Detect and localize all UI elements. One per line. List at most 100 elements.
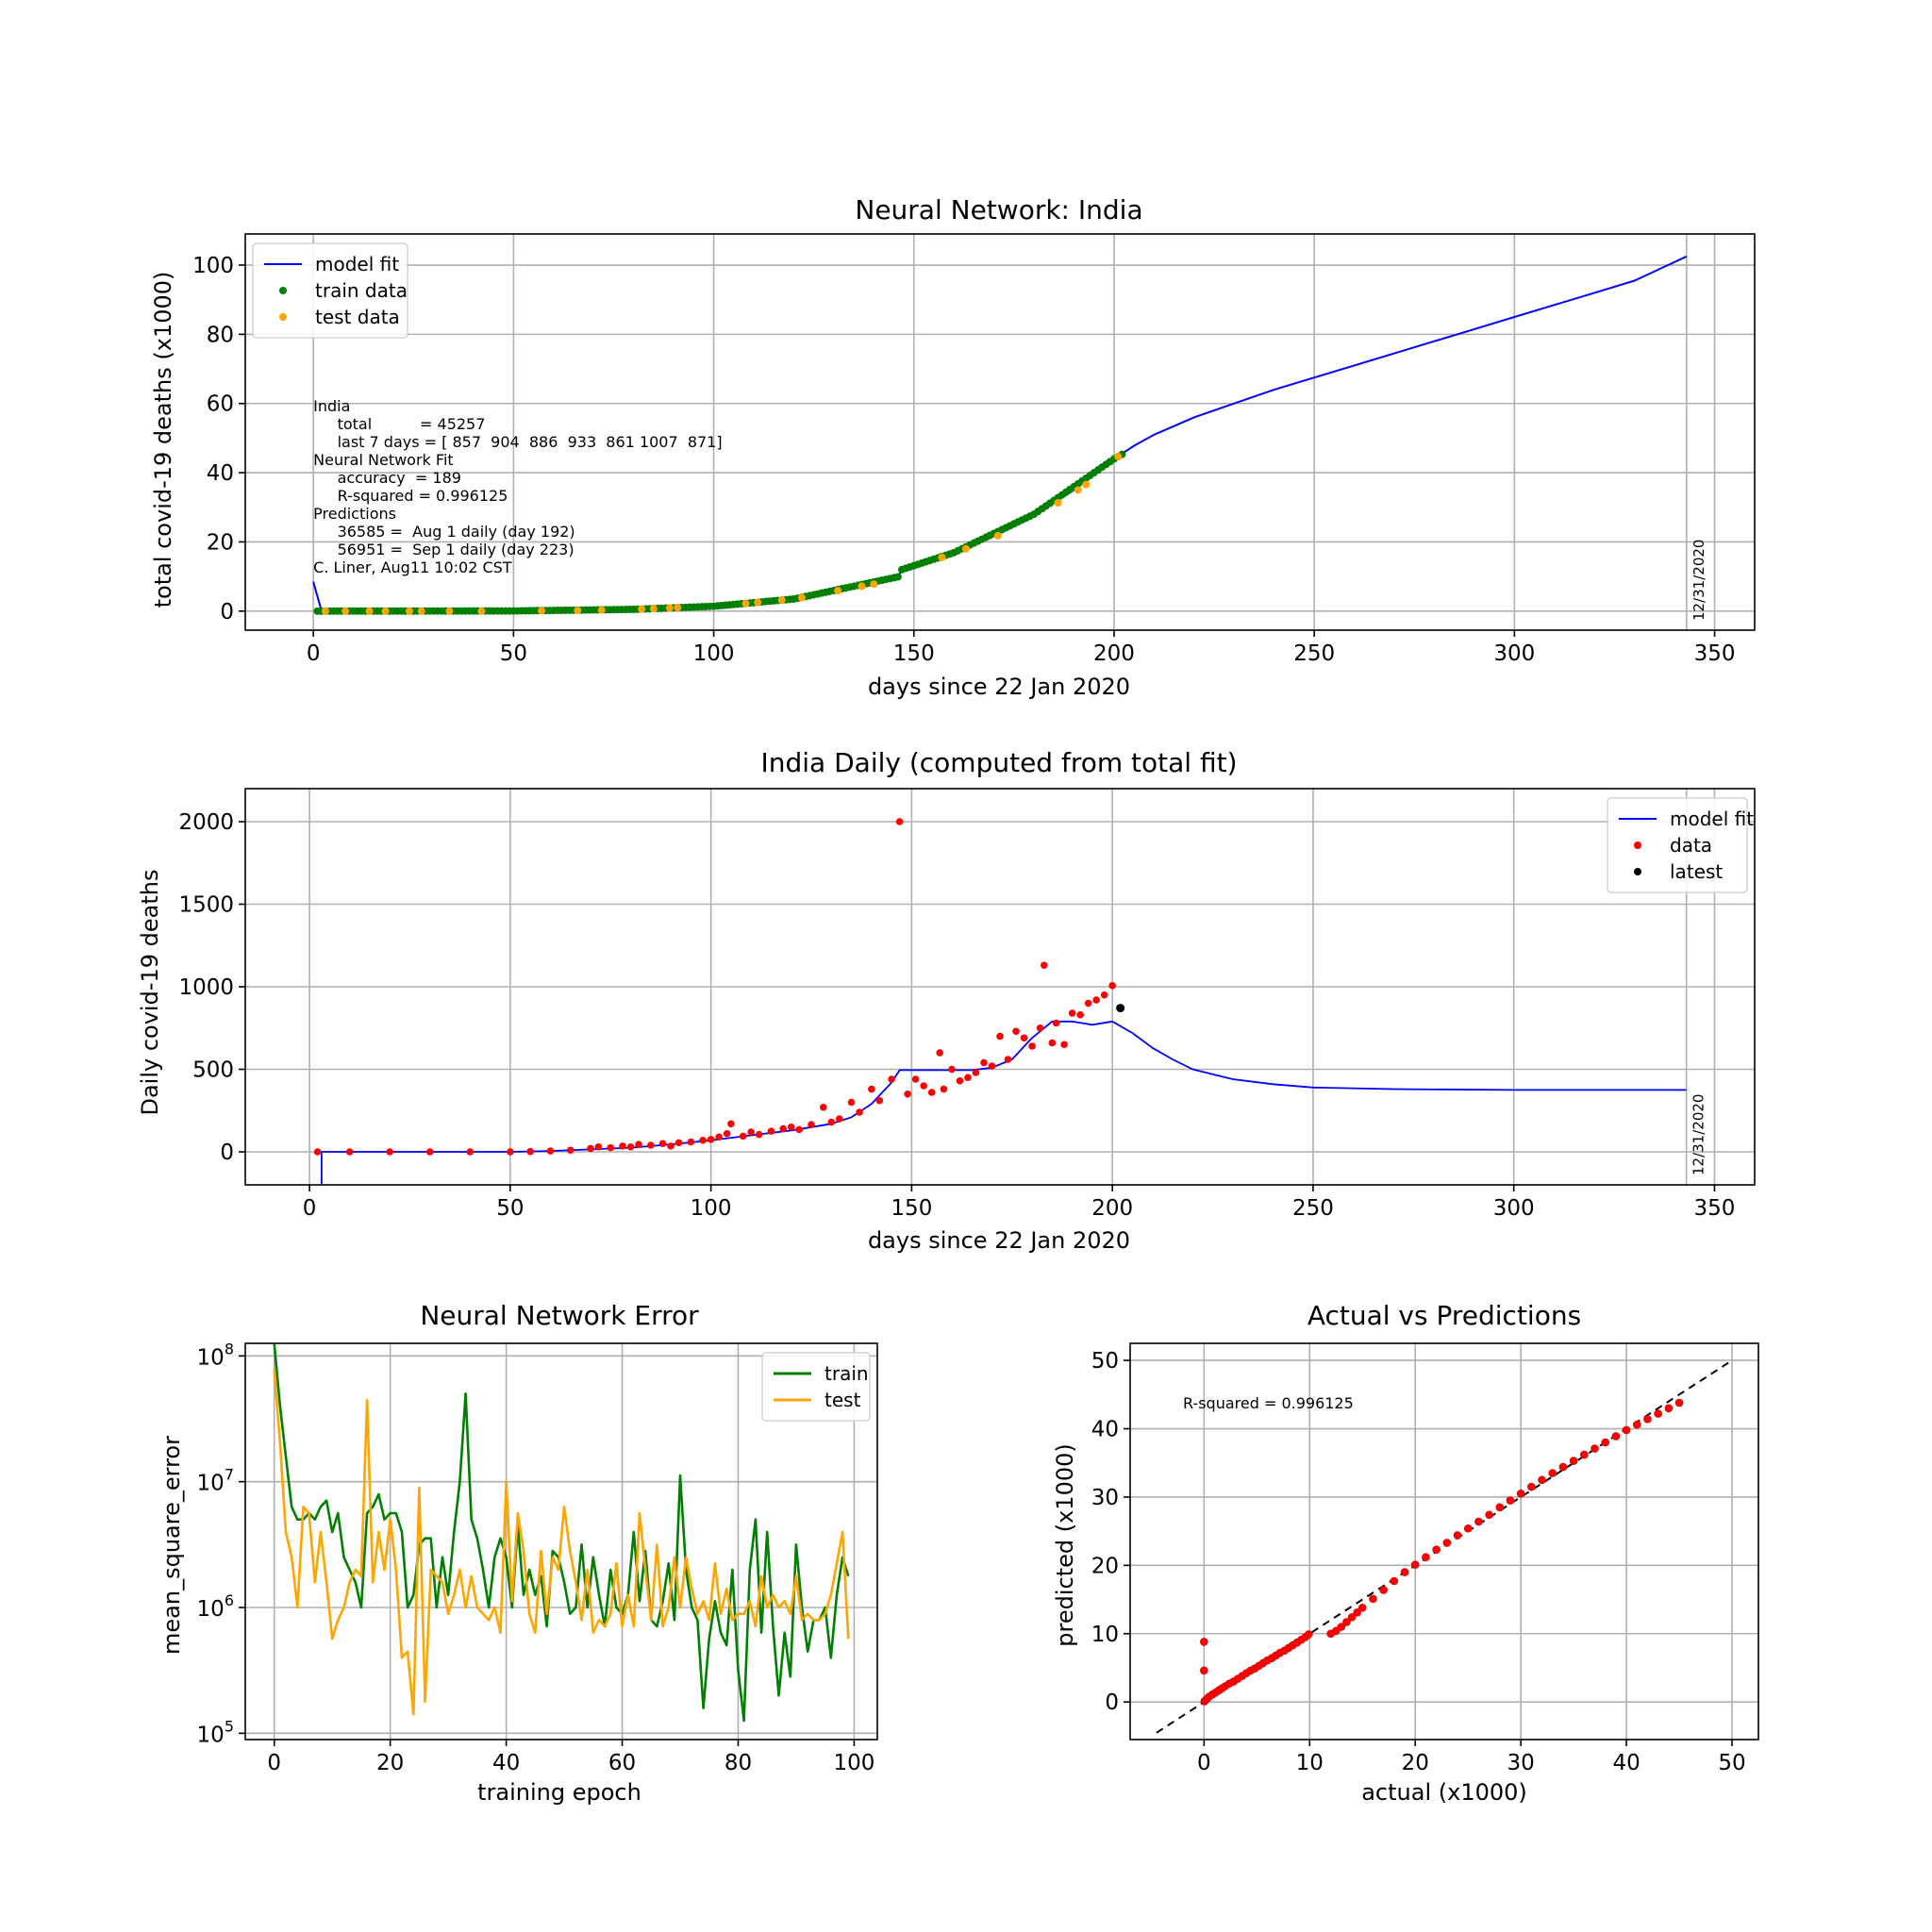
daily-data-point [1004,1056,1012,1063]
total-legend-marker [279,287,287,294]
test-data-point [417,607,425,615]
actual-vs-predicted-point [1200,1666,1208,1675]
daily-data-point [847,1098,856,1107]
scatter-x-tick-label: 0 [1197,1751,1211,1775]
summary-annotation-line: accuracy = 189 [313,469,461,487]
daily-data-point [948,1065,956,1074]
total-y-tick-label: 100 [192,254,234,278]
test-data-point [574,607,582,615]
test-data-point [445,607,454,615]
daily-data-point [904,1090,911,1098]
error-x-tick-label: 40 [492,1751,520,1775]
error-x-tick-label: 20 [376,1751,404,1775]
actual-vs-predicted-point [1674,1398,1684,1407]
summary-annotation-line: total = 45257 [313,415,485,433]
test-data-point [365,607,374,615]
actual-vs-predicted-point [1601,1438,1609,1447]
daily-legend-label: model fit [1670,808,1754,830]
total-y-tick-label: 0 [220,600,234,625]
daily-data-point [1100,991,1108,999]
actual-vs-predicted-point [1200,1638,1208,1646]
error-x-tick-label: 100 [833,1751,874,1775]
daily-data-point [1048,1039,1057,1047]
actual-vs-predicted-point [1632,1420,1641,1429]
train-data-point [893,573,902,581]
error-y-tick-label: 106 [197,1591,234,1622]
daily-data-point [507,1148,514,1156]
total-legend-label: model fit [315,253,399,275]
test-data-point [674,604,682,612]
daily-data-point [635,1141,642,1148]
daily-legend [1607,797,1748,893]
test-data-point [321,607,329,615]
daily-data-point [1020,1034,1028,1042]
daily-data-point [699,1136,707,1144]
daily-legend-label: latest [1670,860,1723,883]
error-y-axis-label: mean_square_error [158,1436,185,1655]
actual-vs-predicted-point [1347,1613,1357,1622]
actual-vs-predicted-point [1548,1469,1557,1477]
scatter-y-tick-label: 0 [1105,1690,1119,1715]
daily-data-point [787,1123,795,1131]
test-data-point [1074,486,1082,494]
daily-data-point [1028,1042,1036,1050]
daily-data-point [646,1141,655,1149]
total-y-tick-label: 40 [207,461,234,486]
actual-vs-predicted-point [1337,1623,1346,1631]
daily-data-point [827,1118,836,1126]
summary-annotation-line: 36585 = Aug 1 daily (day 192) [313,523,575,541]
total-y-axis-label: total covid-19 deaths (x1000) [150,272,176,608]
error-y-tick-label: 108 [197,1340,234,1370]
test-data-point [858,582,866,591]
daily-data-point [980,1058,988,1067]
daily-data-point [895,818,904,825]
daily-y-axis-label: Daily covid-19 deaths [137,870,163,1116]
error-x-axis-label: training epoch [477,1779,641,1806]
total-legend-label: train data [315,279,408,302]
test-data-point [649,605,658,613]
daily-data-point [723,1129,731,1138]
scatter-y-axis-label: predicted (x1000) [1052,1443,1078,1646]
daily-data-point [1036,1024,1044,1032]
test-data-point [477,607,486,615]
daily-data-point [1084,999,1092,1008]
daily-data-point [607,1143,615,1152]
actual-vs-predicted-point [1643,1415,1652,1424]
test-data-point [665,604,674,612]
actual-vs-predicted-point [1558,1462,1568,1472]
daily-y-tick-label: 0 [220,1141,234,1165]
daily-plot-frame [244,788,1756,1186]
actual-vs-predicted-point [1495,1503,1505,1512]
daily-x-tick-label: 100 [691,1196,732,1221]
daily-legend-marker [1634,868,1641,875]
latest-data-point [1116,1004,1125,1013]
total-y-tick-label: 60 [207,392,234,417]
daily-data-point [1041,961,1048,970]
error-chart-title: Neural Network Error [420,1300,699,1331]
daily-chart-title: India Daily (computed from total fit) [760,747,1237,778]
scatter-x-tick-label: 50 [1718,1751,1745,1775]
total-x-axis-label: days since 22 Jan 2020 [868,674,1130,700]
test-data-point [777,596,786,605]
test-data-point [341,607,350,615]
actual-vs-predictions-panel: Actual vs Predictions actual (x1000) pre… [1052,1300,1759,1806]
actual-vs-predicted-point [1342,1618,1351,1626]
daily-data-point [658,1140,667,1148]
error-x-tick-label: 60 [608,1751,636,1775]
actual-vs-predicted-point [1442,1539,1452,1547]
r-squared-annotation: R-squared = 0.996125 [1183,1394,1354,1412]
summary-annotation-line: Neural Network Fit [313,451,454,469]
error-legend [761,1352,871,1422]
test-data-point [538,607,546,615]
actual-vs-predicted-point [1569,1457,1578,1465]
daily-data-point [1068,1009,1076,1017]
test-data-point [993,531,1002,540]
actual-vs-predicted-point [1580,1450,1589,1459]
scatter-plot-frame [1129,1342,1759,1740]
scatter-chart-title: Actual vs Predictions [1307,1300,1581,1331]
daily-data-point [386,1148,393,1156]
daily-data-point [727,1120,735,1128]
error-legend-label: test [824,1389,861,1411]
total-plot-frame [244,233,1756,631]
